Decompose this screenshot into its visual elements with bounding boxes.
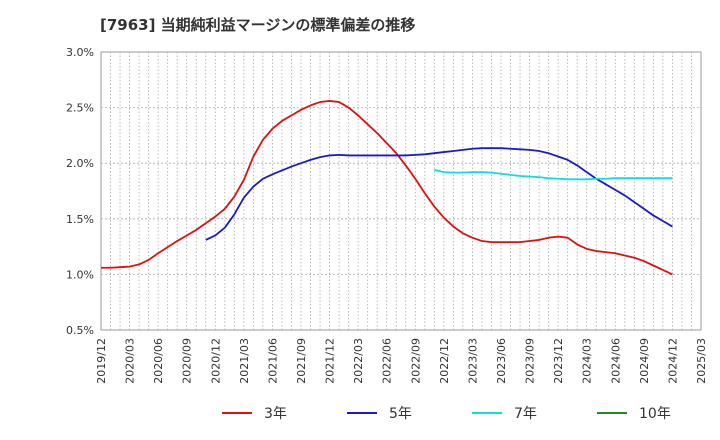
series-line-1 [101,100,673,276]
x-tick-label: 2024/12 [666,338,679,384]
x-tick-label: 2019/12 [95,338,108,384]
x-tick-label: 2023/12 [552,338,565,384]
x-tick-label: 2024/06 [609,338,622,384]
series-line-3 [434,168,673,181]
x-tick-label: 2021/03 [238,338,251,384]
y-tick-label: 2.0% [66,157,94,170]
legend-label-2: 5年 [389,406,412,422]
legend-label-1: 3年 [264,406,287,422]
grid-lines [101,52,701,330]
x-tick-label: 2021/12 [324,338,337,384]
y-tick-label: 1.0% [66,268,94,281]
y-tick-label: 3.0% [66,46,94,59]
y-tick-label: 1.5% [66,213,94,226]
plot-area [100,51,702,331]
series-line-2 [205,147,673,241]
x-tick-label: 2020/03 [124,338,137,384]
x-tick-label: 2020/09 [181,338,194,384]
x-tick-label: 2022/06 [381,338,394,384]
x-tick-label: 2021/06 [266,338,279,384]
y-tick-label: 2.5% [66,102,94,115]
x-tick-label: 2025/03 [695,338,708,384]
x-tick-label: 2023/03 [466,338,479,384]
chart-title: [7963] 当期純利益マージンの標準偏差の推移 [100,16,415,34]
x-tick-label: 2021/09 [295,338,308,384]
axis-tick-labels: 0.5% 1.0% 1.5% 2.0% 2.5% 3.0% 2019/12 2020/03 20… [66,46,708,384]
x-tick-label: 2022/12 [438,338,451,384]
x-tick-label: 2020/06 [152,338,165,384]
x-tick-label: 2024/03 [581,338,594,384]
x-tick-label: 2020/12 [209,338,222,384]
x-tick-label: 2023/06 [495,338,508,384]
x-tick-label: 2024/09 [638,338,651,384]
legend-label-4: 10年 [639,406,671,422]
x-tick-label: 2022/03 [352,338,365,384]
legend-label-3: 7年 [514,406,537,422]
x-tick-label: 2023/09 [524,338,537,384]
legend: 3年 5年 7年 10年 [222,406,671,422]
series-lines [101,100,673,276]
x-tick-label: 2022/09 [409,338,422,384]
y-tick-label: 0.5% [66,324,94,337]
